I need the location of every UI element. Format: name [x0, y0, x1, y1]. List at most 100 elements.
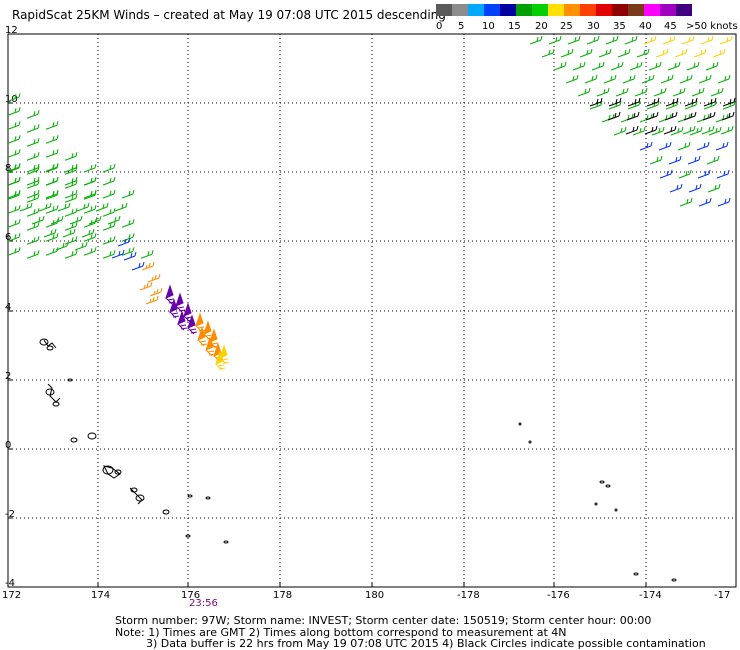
wind-barb: [64, 194, 78, 203]
wind-barb: [45, 121, 59, 130]
island-outline: [43, 339, 57, 349]
wind-barb: [7, 149, 21, 158]
legend-label: 25: [560, 21, 573, 32]
wind-barb: [26, 152, 40, 161]
island-outlines: [39, 338, 677, 582]
x-tick-label: 178: [273, 590, 292, 601]
y-tick-label: 0: [5, 440, 11, 451]
wind-barb: [64, 236, 78, 245]
wind-barb: [7, 107, 21, 116]
wind-barb: [717, 197, 731, 207]
wind-barb: [64, 176, 78, 186]
wind-barb: [591, 61, 605, 71]
wind-barb: [26, 110, 40, 119]
y-tick-label: -4: [5, 578, 15, 589]
wind-barb: [149, 287, 163, 297]
wind-barb: [26, 163, 40, 173]
wind-barb: [26, 236, 40, 245]
wind-barb: [636, 48, 650, 58]
legend-label: 30: [587, 21, 600, 32]
wind-barb: [7, 247, 21, 256]
wind-barb: [679, 197, 693, 207]
legend-swatch: [516, 4, 532, 16]
wind-barb: [26, 222, 40, 231]
wind-barb: [644, 125, 658, 135]
wind-barb: [560, 48, 574, 58]
wind-barb-pennant: [169, 298, 180, 319]
wind-barb: [722, 97, 736, 107]
wind-barb: [603, 74, 617, 84]
wind-barb: [102, 176, 116, 186]
wind-barb: [659, 169, 673, 179]
wind-barb: [651, 126, 665, 136]
wind-barb: [141, 261, 155, 271]
wind-barb: [81, 228, 95, 238]
wind-barb-pennant: [219, 344, 230, 365]
wind-barb: [639, 141, 653, 151]
wind-barb: [26, 208, 40, 217]
wind-barb: [62, 228, 76, 238]
wind-barb: [707, 183, 721, 193]
wind-barb: [95, 202, 109, 212]
y-tick-label: 2: [5, 371, 11, 382]
wind-barb: [102, 236, 116, 245]
legend-swatch: [548, 4, 564, 16]
island-outline: [594, 502, 598, 506]
wind-barb: [26, 189, 40, 199]
wind-barb: [45, 163, 59, 173]
wind-barb: [64, 208, 78, 217]
wind-barb: [529, 35, 543, 45]
wind-barb: [720, 125, 734, 135]
y-tick-label: 12: [5, 25, 18, 36]
wind-barb-pennant: [175, 292, 186, 313]
wind-barb: [579, 48, 593, 58]
wind-barb: [121, 189, 135, 199]
wind-barb: [660, 74, 674, 84]
wind-barb: [697, 169, 711, 179]
wind-barb: [45, 247, 59, 256]
wind-barb: [693, 48, 707, 58]
wind-barb: [658, 141, 672, 151]
wind-barb: [7, 191, 21, 200]
island-outline: [114, 469, 122, 475]
wind-barb: [589, 97, 603, 107]
legend-swatch: [452, 4, 468, 16]
island-outline: [205, 496, 211, 500]
island-outline: [185, 534, 191, 538]
wind-barb: [567, 35, 581, 45]
wind-barb: [31, 215, 45, 225]
wind-barb: [553, 61, 567, 71]
wind-barb: [689, 126, 703, 136]
wind-barb: [598, 48, 612, 58]
wind-barb: [102, 250, 116, 259]
wind-barb: [64, 189, 78, 199]
legend-swatch: [436, 4, 452, 16]
wind-barb: [45, 135, 59, 144]
legend-swatch: [660, 4, 676, 16]
wind-barb: [577, 87, 591, 97]
wind-barb: [43, 228, 57, 238]
footer-note-2: 3) Data buffer is 22 hrs from May 19 07:…: [146, 637, 706, 650]
wind-barb: [83, 191, 97, 200]
legend-label: 20: [535, 21, 548, 32]
wind-barb: [26, 250, 40, 259]
wind-barb: [670, 126, 684, 136]
wind-barb-pennant: [203, 320, 214, 341]
legend-label: 45: [664, 21, 677, 32]
legend-swatch: [676, 4, 692, 16]
wind-barb: [681, 35, 695, 45]
wind-barb: [662, 35, 676, 45]
wind-barb: [45, 191, 59, 200]
island-outline: [129, 487, 143, 505]
wind-barb: [7, 93, 21, 102]
legend-swatch: [564, 4, 580, 16]
wind-barb: [708, 126, 722, 136]
legend-label: 10: [482, 21, 495, 32]
wind-barb-pennant: [183, 302, 194, 323]
wind-barb: [541, 48, 555, 58]
wind-barb: [107, 215, 121, 225]
legend-label: 35: [613, 21, 626, 32]
island-outline: [103, 465, 121, 479]
wind-barb: [655, 48, 669, 58]
wind-barb: [7, 176, 21, 186]
